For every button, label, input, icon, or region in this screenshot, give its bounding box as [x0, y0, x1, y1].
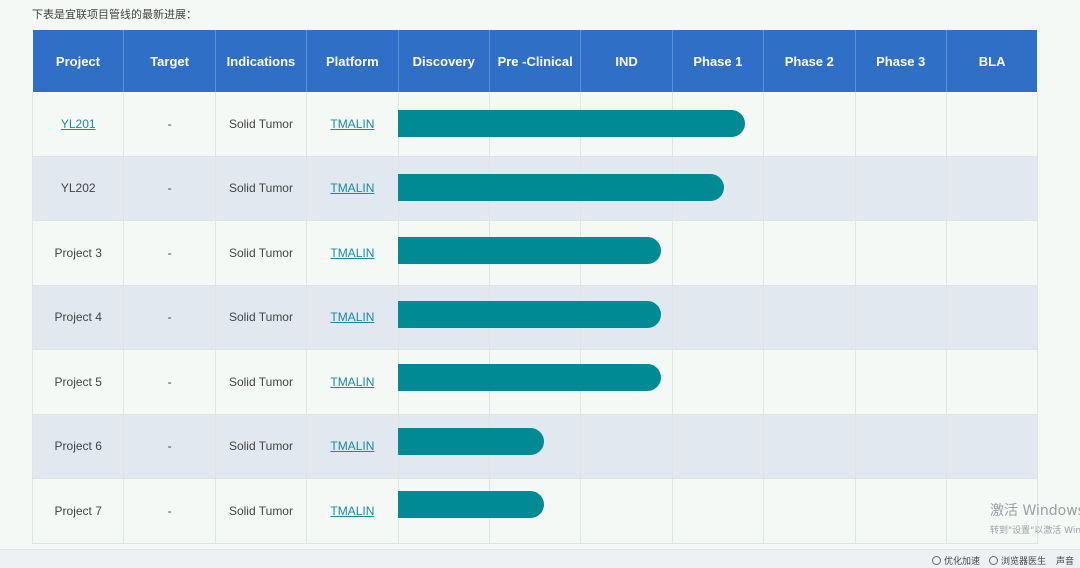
project-link[interactable]: YL201: [60, 116, 96, 131]
progress-bar: [397, 427, 544, 455]
header-bla: BLA: [946, 30, 1038, 92]
progress-bar: [397, 300, 661, 328]
stage-cell: [672, 220, 765, 286]
project-cell: Project 4: [31, 285, 125, 350]
stage-cell: [580, 414, 673, 479]
stage-cell: [763, 156, 856, 221]
optimize-label: 优化加速: [944, 557, 981, 567]
watermark-line-1: 激活 Windows: [990, 503, 1080, 519]
project-cell: Project 7: [31, 478, 125, 544]
platform-cell[interactable]: TMALIN: [306, 92, 399, 157]
target-cell: -: [123, 349, 216, 415]
platform-link[interactable]: TMALIN: [330, 310, 375, 325]
header-phase-3: Phase 3: [855, 30, 947, 92]
header-indications: Indications: [215, 30, 308, 92]
indication-cell: Solid Tumor: [215, 349, 308, 415]
platform-link[interactable]: TMALIN: [330, 374, 375, 389]
header-ind: IND: [580, 30, 673, 92]
stage-cell: [763, 478, 856, 544]
stage-cell: [672, 285, 765, 350]
sound-label: 声音: [1056, 557, 1075, 567]
target-cell: -: [123, 478, 216, 544]
header-platform: Platform: [306, 30, 399, 92]
indication-cell: Solid Tumor: [215, 285, 308, 350]
progress-bar: [397, 364, 661, 392]
progress-bar: [397, 110, 745, 138]
sound-button[interactable]: 声音: [1056, 554, 1074, 567]
indication-cell: Solid Tumor: [215, 414, 308, 479]
browser-status-bar: 优化加速 浏览器医生 声音: [0, 549, 1080, 568]
header-target: Target: [123, 30, 216, 92]
header-discovery: Discovery: [398, 30, 490, 92]
header-row: Project Target Indications Platform Disc…: [32, 30, 1038, 92]
target-cell: -: [123, 220, 216, 286]
stage-cell: [855, 478, 947, 544]
platform-link[interactable]: TMALIN: [330, 245, 375, 260]
stage-cell: [763, 285, 856, 350]
target-cell: -: [123, 285, 216, 350]
platform-cell[interactable]: TMALIN: [306, 414, 399, 479]
project-cell: Project 6: [31, 414, 125, 479]
stage-cell: [855, 92, 947, 157]
stage-cell: [946, 156, 1038, 221]
pipeline-table: Project Target Indications Platform Disc…: [31, 30, 1038, 544]
project-cell: Project 5: [31, 349, 125, 415]
stage-cell: [946, 285, 1038, 350]
header-phase-2: Phase 2: [763, 30, 856, 92]
progress-bar: [397, 173, 724, 201]
stage-cell: [946, 220, 1038, 286]
stage-cell: [855, 414, 947, 479]
target-cell: -: [123, 156, 216, 221]
watermark-line-2: 转到"设置"以激活 Windows: [990, 526, 1080, 536]
indication-cell: Solid Tumor: [215, 92, 308, 157]
progress-bar: [397, 237, 661, 265]
stage-cell: [763, 349, 856, 415]
browser-doctor-button[interactable]: 浏览器医生: [989, 554, 1046, 567]
header-phase-1: Phase 1: [672, 30, 765, 92]
stage-cell: [672, 414, 765, 479]
stage-cell: [855, 349, 947, 415]
stage-cell: [855, 220, 947, 286]
stage-cell: [946, 478, 1038, 544]
stage-cell: [946, 92, 1038, 157]
platform-cell[interactable]: TMALIN: [306, 220, 399, 286]
platform-cell[interactable]: TMALIN: [306, 478, 399, 544]
table-row: YL201 - Solid Tumor TMALIN: [31, 92, 1038, 157]
stage-cell: [763, 92, 856, 157]
header-pre-clinical: Pre -Clinical: [489, 30, 582, 92]
stage-cell: [946, 414, 1038, 479]
platform-link[interactable]: TMALIN: [330, 439, 375, 454]
project-cell[interactable]: YL201: [31, 92, 125, 157]
stage-cell: [672, 349, 765, 415]
shield-icon: [989, 556, 998, 565]
header-project: Project: [32, 30, 125, 92]
target-cell: -: [123, 92, 216, 157]
platform-cell[interactable]: TMALIN: [306, 349, 399, 415]
platform-link[interactable]: TMALIN: [330, 181, 375, 196]
stage-cell: [580, 478, 673, 544]
intro-text: 下表是宜联项目管线的最新进展：: [32, 8, 197, 21]
stage-cell: [855, 285, 947, 350]
platform-link[interactable]: TMALIN: [330, 116, 375, 131]
stage-cell: [946, 349, 1038, 415]
progress-bar: [397, 491, 544, 519]
project-cell: YL202: [31, 156, 125, 221]
table-row: Project 4 - Solid Tumor TMALIN: [31, 285, 1038, 350]
platform-cell[interactable]: TMALIN: [306, 285, 399, 350]
project-cell: Project 3: [31, 220, 125, 286]
optimize-button[interactable]: 优化加速: [932, 554, 980, 567]
indication-cell: Solid Tumor: [215, 220, 308, 286]
indication-cell: Solid Tumor: [215, 478, 308, 544]
stage-cell: [763, 414, 856, 479]
platform-link[interactable]: TMALIN: [330, 503, 375, 518]
target-cell: -: [123, 414, 216, 479]
rocket-icon: [932, 556, 941, 565]
browser-doctor-label: 浏览器医生: [1001, 557, 1047, 567]
stage-cell: [763, 220, 856, 286]
indication-cell: Solid Tumor: [215, 156, 308, 221]
windows-activation-watermark: 激活 Windows 转到"设置"以激活 Windows: [990, 500, 1080, 536]
stage-cell: [855, 156, 947, 221]
stage-cell: [672, 478, 765, 544]
platform-cell[interactable]: TMALIN: [306, 156, 399, 221]
